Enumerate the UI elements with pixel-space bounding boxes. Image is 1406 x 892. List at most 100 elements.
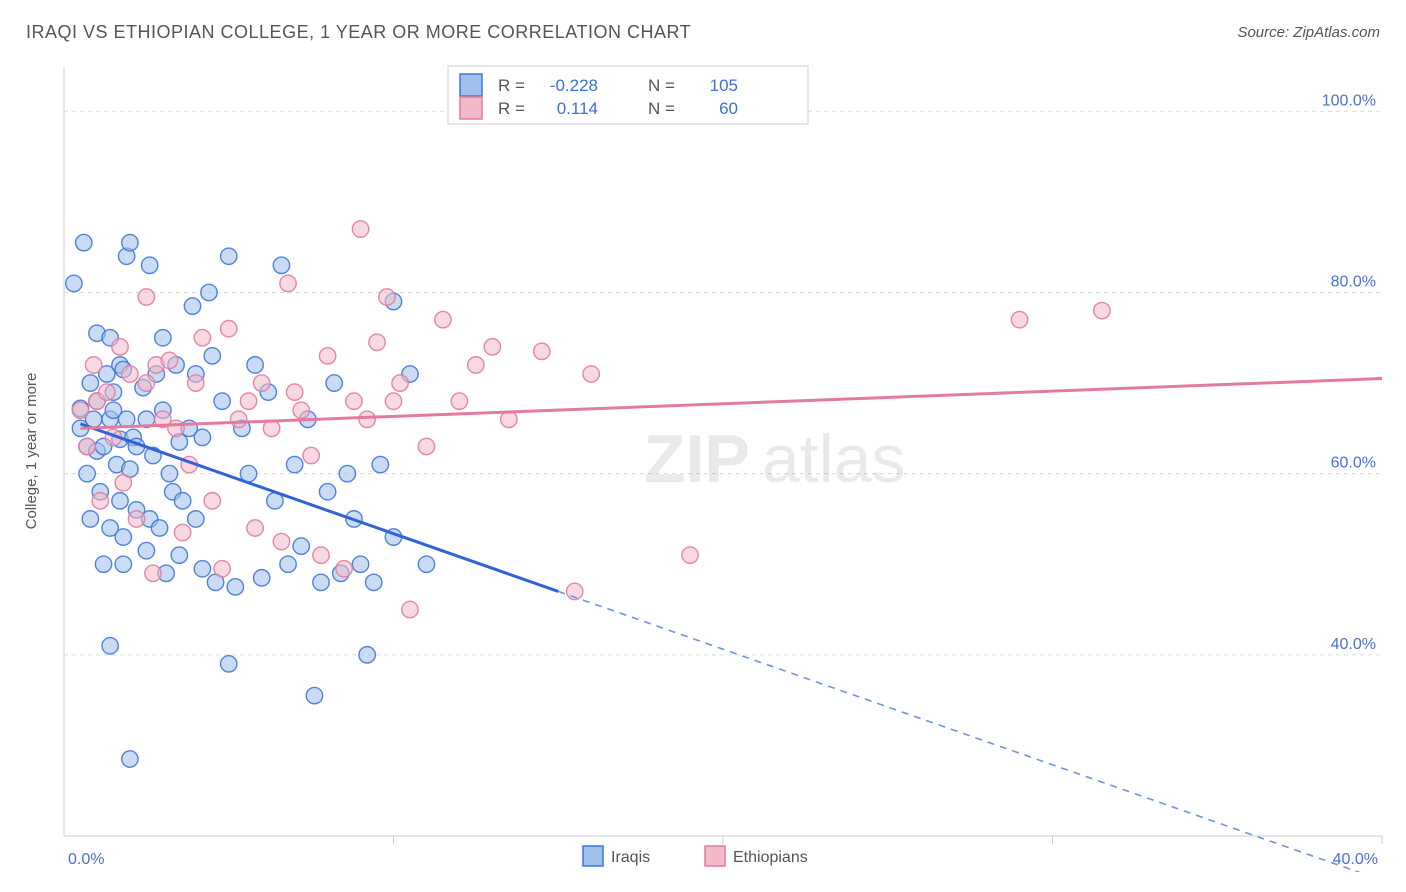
- scatter-point: [286, 384, 302, 400]
- scatter-point: [247, 357, 263, 373]
- scatter-point: [273, 257, 289, 273]
- scatter-point: [112, 339, 128, 355]
- svg-text:60: 60: [719, 99, 738, 118]
- svg-text:ZIP: ZIP: [644, 421, 750, 497]
- scatter-point: [99, 384, 115, 400]
- scatter-point: [366, 574, 382, 590]
- legend-swatch: [583, 846, 603, 866]
- scatter-point: [352, 221, 368, 237]
- scatter-point: [230, 411, 246, 427]
- scatter-point: [682, 547, 698, 563]
- svg-text:R =: R =: [498, 99, 525, 118]
- scatter-point: [280, 275, 296, 291]
- scatter-point: [385, 393, 401, 409]
- y-tick-label: 60.0%: [1331, 455, 1376, 472]
- scatter-point: [221, 656, 237, 672]
- scatter-point: [76, 234, 92, 250]
- scatter-point: [247, 520, 263, 536]
- scatter-point: [254, 570, 270, 586]
- x-tick-label: 40.0%: [1333, 851, 1378, 868]
- svg-text:0.114: 0.114: [557, 99, 598, 118]
- scatter-point: [171, 547, 187, 563]
- svg-text:R =: R =: [498, 76, 525, 95]
- svg-text:N =: N =: [648, 99, 675, 118]
- scatter-point: [72, 402, 88, 418]
- scatter-point: [145, 565, 161, 581]
- chart-title: IRAQI VS ETHIOPIAN COLLEGE, 1 YEAR OR MO…: [26, 22, 691, 43]
- scatter-point: [82, 511, 98, 527]
- watermark: ZIPatlas: [644, 421, 906, 497]
- y-tick-label: 40.0%: [1331, 636, 1376, 653]
- source-label: Source: ZipAtlas.com: [1237, 24, 1380, 41]
- scatter-point: [280, 556, 296, 572]
- scatter-point: [392, 375, 408, 391]
- legend-label: Iraqis: [611, 849, 650, 866]
- series-iraqis: [66, 234, 435, 767]
- scatter-point: [188, 375, 204, 391]
- scatter-point: [1094, 302, 1110, 318]
- scatter-point: [201, 284, 217, 300]
- scatter-point: [122, 234, 138, 250]
- scatter-point: [319, 484, 335, 500]
- svg-text:atlas: atlas: [762, 421, 906, 497]
- scatter-point: [319, 348, 335, 364]
- scatter-point: [122, 751, 138, 767]
- scatter-point: [102, 638, 118, 654]
- svg-text:105: 105: [710, 76, 738, 95]
- scatter-point: [346, 393, 362, 409]
- legend-swatch: [705, 846, 725, 866]
- scatter-point: [484, 339, 500, 355]
- scatter-point: [168, 420, 184, 436]
- scatter-point: [138, 289, 154, 305]
- scatter-point: [122, 366, 138, 382]
- scatter-point: [293, 402, 309, 418]
- scatter-point: [214, 561, 230, 577]
- chart-container: 40.0%60.0%80.0%100.0%0.0%40.0%College, 1…: [18, 60, 1388, 872]
- scatter-point: [435, 311, 451, 327]
- scatter-point: [92, 493, 108, 509]
- scatter-point: [221, 321, 237, 337]
- scatter-point: [184, 298, 200, 314]
- scatter-point: [468, 357, 484, 373]
- scatter-point: [161, 465, 177, 481]
- scatter-point: [204, 348, 220, 364]
- scatter-point: [583, 366, 599, 382]
- scatter-point: [79, 438, 95, 454]
- scatter-point: [194, 429, 210, 445]
- y-tick-label: 100.0%: [1322, 92, 1376, 109]
- scatter-point: [227, 579, 243, 595]
- scatter-chart: 40.0%60.0%80.0%100.0%0.0%40.0%College, 1…: [18, 60, 1388, 872]
- scatter-point: [286, 456, 302, 472]
- scatter-point: [174, 524, 190, 540]
- scatter-point: [379, 289, 395, 305]
- scatter-point: [313, 547, 329, 563]
- scatter-point: [194, 561, 210, 577]
- scatter-point: [141, 257, 157, 273]
- legend-label: Ethiopians: [733, 849, 808, 866]
- scatter-point: [451, 393, 467, 409]
- scatter-point: [313, 574, 329, 590]
- scatter-point: [79, 465, 95, 481]
- scatter-point: [352, 556, 368, 572]
- svg-text:N =: N =: [648, 76, 675, 95]
- scatter-point: [1011, 311, 1027, 327]
- legend-correlation: R =-0.228N =105R =0.114N =60: [448, 66, 808, 124]
- scatter-point: [128, 511, 144, 527]
- scatter-point: [336, 561, 352, 577]
- scatter-point: [138, 375, 154, 391]
- scatter-point: [151, 520, 167, 536]
- scatter-point: [418, 438, 434, 454]
- scatter-point: [85, 357, 101, 373]
- scatter-point: [359, 647, 375, 663]
- scatter-point: [155, 330, 171, 346]
- scatter-point: [240, 393, 256, 409]
- series-ethiopians: [72, 221, 1110, 618]
- scatter-point: [372, 456, 388, 472]
- scatter-point: [339, 465, 355, 481]
- scatter-point: [214, 393, 230, 409]
- scatter-point: [174, 493, 190, 509]
- scatter-point: [369, 334, 385, 350]
- scatter-point: [273, 533, 289, 549]
- scatter-point: [204, 493, 220, 509]
- legend-swatch: [460, 97, 482, 119]
